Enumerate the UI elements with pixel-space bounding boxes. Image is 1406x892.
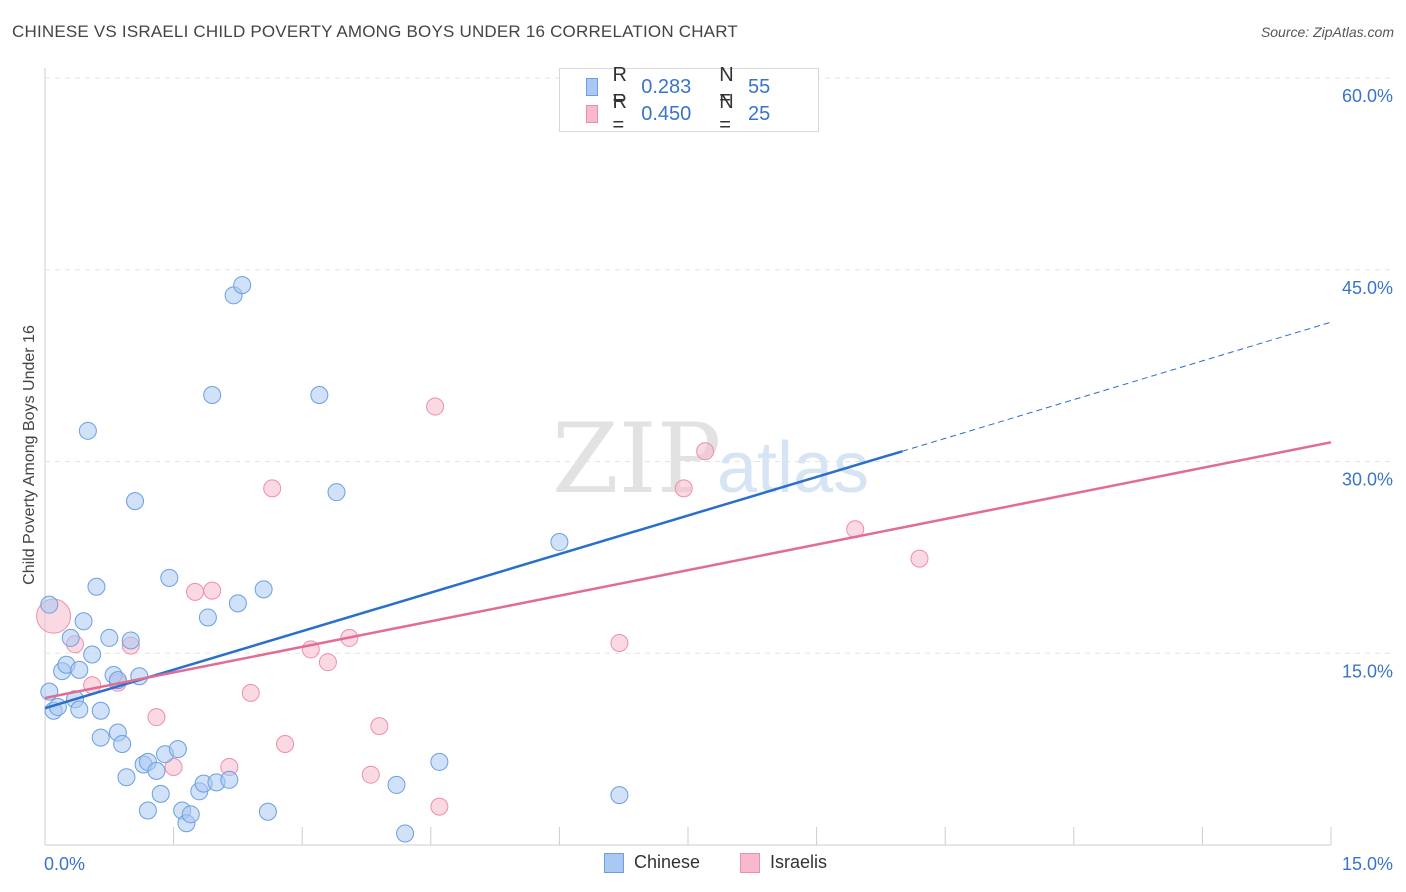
chinese-points: [40, 90, 766, 843]
tick-labels: 15.0% 30.0% 45.0% 60.0% 0.0% 15.0%: [44, 86, 1393, 874]
grid-lines: [45, 77, 1391, 654]
chinese-point: [430, 752, 449, 771]
chinese-point: [220, 770, 239, 789]
israelis-point: [203, 581, 222, 600]
chinese-point: [233, 276, 252, 295]
watermark-zip: ZIP: [552, 403, 721, 515]
trend-lines: [44, 321, 1332, 710]
chinese-point: [198, 608, 217, 627]
chinese-point: [91, 728, 110, 747]
chinese-point: [254, 580, 273, 599]
israelis-point: [276, 735, 295, 754]
y-tick-label: 45.0%: [1342, 278, 1393, 298]
chinese-point: [327, 483, 346, 502]
chinese-point: [100, 628, 119, 647]
chinese-point: [126, 492, 145, 511]
chinese-point: [78, 421, 97, 440]
chinese-point: [87, 577, 106, 596]
israelis-point: [910, 549, 929, 568]
chinese-point: [113, 735, 132, 754]
legend-n-value: 25: [748, 102, 771, 125]
chinese-point: [61, 628, 80, 647]
chinese-point: [310, 386, 329, 405]
source-label: Source: ZipAtlas.com: [1260, 24, 1394, 40]
israelis-point: [430, 797, 449, 816]
israelis-point: [241, 683, 260, 702]
legend-item-israelis: Israelis: [740, 852, 827, 873]
israelis-point: [263, 479, 282, 498]
legend-r-value: 0.283: [641, 75, 692, 98]
legend-r-value: 0.450: [641, 102, 692, 125]
legend-r-key: R =: [612, 64, 627, 109]
chinese-trend-extension: [902, 321, 1332, 452]
legend-r-key: R =: [612, 91, 627, 136]
chinese-point: [70, 700, 89, 719]
chinese-point: [91, 701, 110, 720]
chinese-point: [228, 594, 247, 613]
legend-n-key: N =: [719, 64, 734, 109]
correlation-legend: R = 0.283 N = 55 R = 0.450 N = 25: [559, 64, 819, 136]
chinese-point: [40, 595, 59, 614]
legend-swatch-chinese: [604, 852, 624, 873]
y-tick-label: 60.0%: [1342, 86, 1393, 106]
chinese-point: [387, 775, 406, 794]
israelis-trend-line: [44, 441, 1332, 700]
axes: [44, 68, 1332, 846]
chinese-point: [138, 801, 157, 820]
chinese-point: [117, 768, 136, 787]
legend-row-chinese: R = 0.283 N = 55: [586, 64, 818, 109]
israelis-point: [370, 717, 389, 736]
watermark: ZIP atlas: [552, 403, 869, 515]
chinese-point: [550, 533, 569, 552]
israelis-point: [147, 708, 166, 727]
chinese-point: [258, 802, 277, 821]
legend-item-chinese: Chinese: [604, 852, 700, 873]
chinese-trend-line: [44, 450, 903, 710]
legend-swatch-israelis: [586, 105, 599, 123]
legend-swatch-israelis: [740, 852, 760, 873]
israelis-point: [318, 653, 337, 672]
x-tick-label: 15.0%: [1342, 854, 1393, 874]
chinese-point: [181, 805, 200, 824]
legend-swatch-chinese: [586, 78, 599, 96]
israelis-point: [696, 442, 715, 461]
chinese-point: [203, 386, 222, 405]
chart-title: CHINESE VS ISRAELI CHILD POVERTY AMONG B…: [12, 22, 738, 41]
chinese-point: [70, 660, 89, 679]
israelis-point: [426, 397, 445, 416]
legend-n-value: 55: [748, 75, 771, 98]
chinese-point: [396, 824, 415, 843]
legend-label-israelis: Israelis: [770, 852, 828, 872]
chinese-point: [83, 645, 102, 664]
y-tick-label: 15.0%: [1342, 661, 1393, 681]
chinese-point: [74, 612, 93, 631]
israelis-point: [674, 479, 693, 498]
israelis-point: [361, 765, 380, 784]
legend-row-israelis: R = 0.450 N = 25: [586, 91, 818, 136]
legend-n-key: N =: [719, 91, 734, 136]
israelis-point: [164, 758, 183, 777]
israelis-points: [36, 397, 929, 816]
chinese-point: [610, 786, 629, 805]
y-tick-label: 30.0%: [1342, 470, 1393, 490]
chinese-point: [168, 740, 187, 759]
x-tick-label: 0.0%: [44, 854, 85, 874]
legend-label-chinese: Chinese: [634, 852, 701, 872]
chinese-point: [147, 761, 166, 780]
chinese-point: [160, 568, 179, 587]
chinese-point: [121, 631, 140, 650]
israelis-point: [610, 634, 629, 653]
chinese-point: [151, 784, 170, 803]
israelis-point: [186, 582, 205, 601]
